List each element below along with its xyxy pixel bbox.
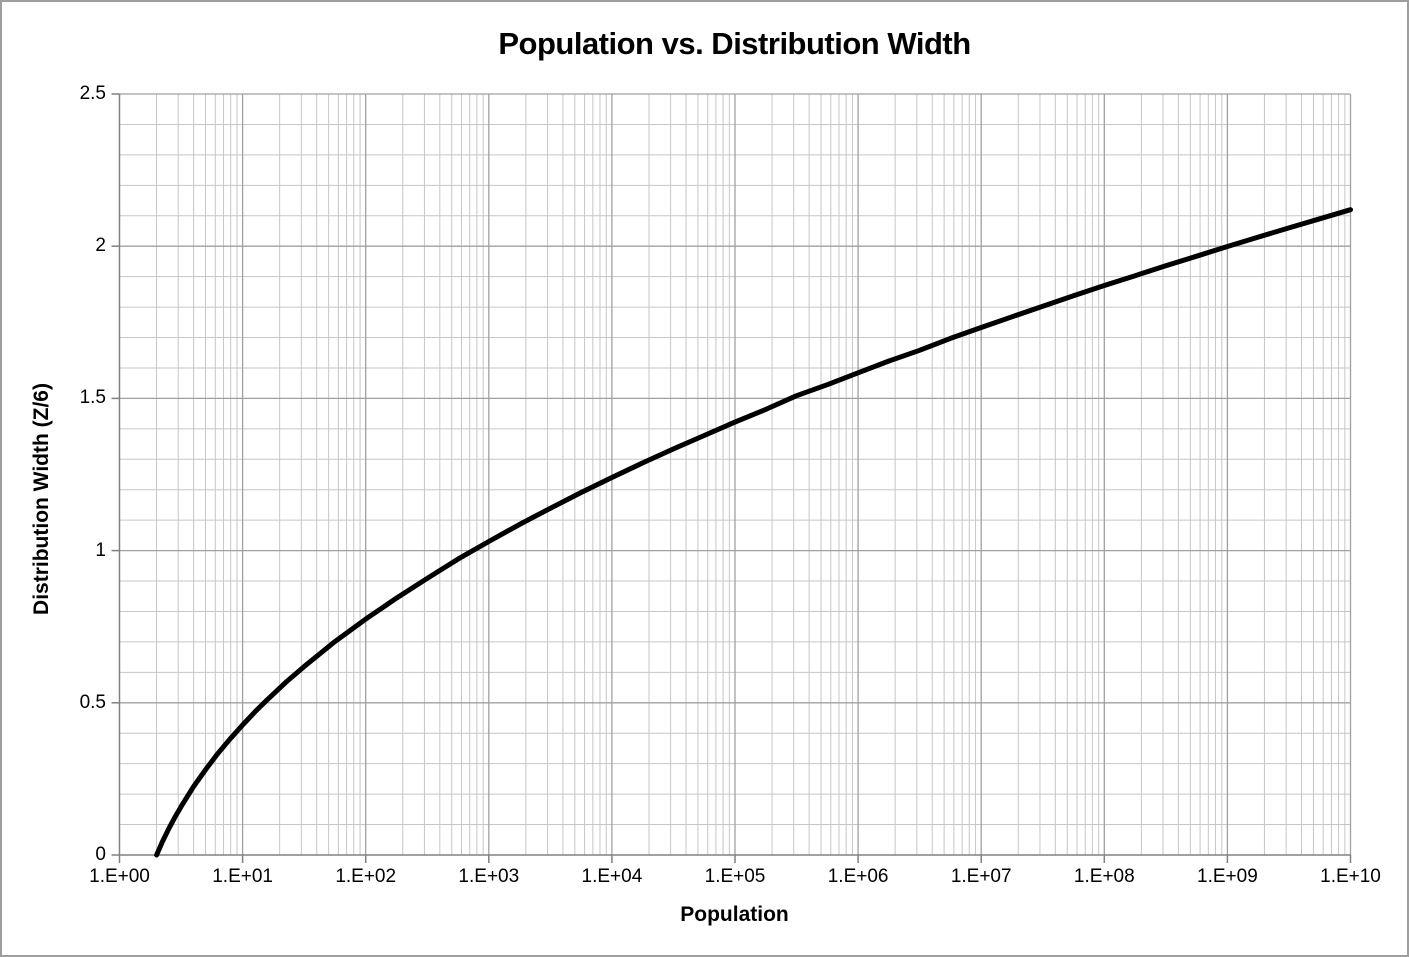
chart-title: Population vs. Distribution Width bbox=[498, 26, 971, 61]
x-axis-tick-label: 1.E+07 bbox=[950, 866, 1012, 887]
y-axis-tick-label: 0.5 bbox=[79, 691, 106, 713]
gridlines-major bbox=[119, 93, 1352, 855]
x-axis-tick-label: 1.E+09 bbox=[1197, 866, 1258, 887]
y-axis-tick-label: 2.5 bbox=[79, 83, 106, 104]
y-axis-tick-label: 0 bbox=[95, 844, 106, 865]
x-axis-tick-label: 1.E+02 bbox=[335, 866, 397, 887]
x-axis-tick-label: 1.E+06 bbox=[827, 866, 889, 887]
x-axis-tick-label: 1.E+05 bbox=[704, 866, 766, 887]
data-series-line bbox=[154, 207, 1353, 858]
x-axis-title: Population bbox=[680, 903, 789, 926]
x-axis-tick-label: 1.E+04 bbox=[581, 866, 643, 887]
x-axis-tick-label: 1.E+01 bbox=[212, 866, 273, 887]
x-axis-tick-label: 1.E+10 bbox=[1320, 866, 1381, 887]
x-axis-tick-label: 1.E+00 bbox=[89, 866, 150, 887]
axes-and-ticks bbox=[111, 93, 1352, 863]
x-axis-tick-label: 1.E+03 bbox=[458, 866, 520, 887]
y-axis-tick-label: 1 bbox=[95, 539, 106, 561]
y-axis-title: Distribution Width (Z/6) bbox=[30, 383, 53, 615]
y-axis-tick-label: 2 bbox=[95, 235, 106, 257]
x-axis-tick-label: 1.E+08 bbox=[1073, 866, 1135, 887]
series-path bbox=[154, 207, 1353, 858]
y-axis-tick-label: 1.5 bbox=[79, 387, 106, 409]
